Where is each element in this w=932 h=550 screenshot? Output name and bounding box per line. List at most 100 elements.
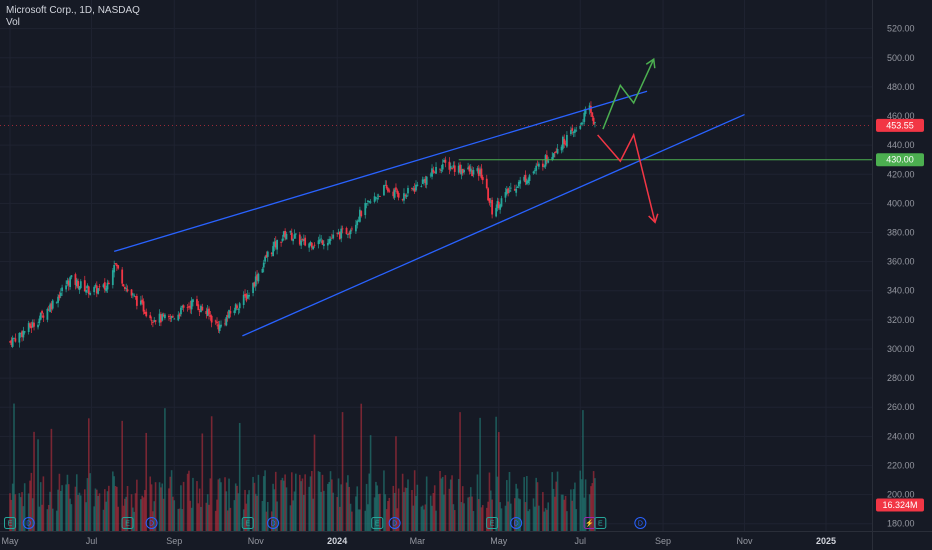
volume-bar [527, 511, 529, 531]
candle-body [254, 276, 257, 287]
volume-bar [415, 496, 417, 531]
x-tick-label: Mar [410, 536, 426, 546]
candle-body [562, 136, 564, 149]
candle-body [350, 228, 353, 230]
volume-bar [113, 476, 115, 531]
volume-bar [339, 506, 341, 531]
candle-body [252, 282, 254, 294]
candle-body [504, 192, 507, 198]
candle-body [403, 193, 405, 201]
volume-bar [508, 472, 511, 531]
candle-body [572, 131, 575, 134]
candle-body [130, 289, 133, 296]
volume-bar [201, 433, 204, 531]
y-tick-label: 260.00 [887, 402, 915, 412]
candle-body [301, 239, 304, 240]
volume-label[interactable]: Vol [6, 17, 20, 28]
volume-bars [9, 403, 596, 531]
volume-bar [392, 485, 395, 531]
y-tick-label: 200.00 [887, 490, 915, 500]
volume-bar [140, 499, 142, 531]
volume-bar [385, 509, 388, 531]
candle-body [281, 238, 284, 242]
candle-body [308, 243, 311, 248]
candle-body [375, 197, 377, 198]
candle-body [134, 296, 137, 298]
volume-bar [357, 509, 360, 531]
volume-bar [506, 480, 508, 531]
volume-bar [590, 486, 592, 531]
volume-bar [136, 479, 138, 531]
candle-body [153, 320, 156, 322]
volume-bar [198, 488, 201, 531]
volume-bar [160, 487, 162, 531]
volume-bar [387, 500, 389, 531]
bullish-path-line [602, 58, 655, 130]
volume-bar [413, 470, 416, 531]
candle-body [133, 295, 136, 297]
bearish-path-line [597, 132, 656, 223]
volume-bar [37, 439, 39, 531]
candle-body [246, 294, 249, 299]
candle-body [396, 190, 399, 194]
candle-body [525, 180, 528, 185]
candle-body [452, 165, 455, 168]
candle-body [367, 200, 369, 202]
candle-body [393, 189, 396, 198]
candle-body [476, 168, 479, 172]
volume-bar [161, 483, 164, 531]
candle-body [349, 230, 352, 235]
volume-bar [441, 476, 444, 531]
candle-body [208, 308, 210, 315]
volume-bar [571, 500, 574, 531]
volume-bar [435, 510, 437, 531]
candle-body [415, 184, 417, 191]
candle-body [103, 282, 106, 290]
volume-bar [257, 474, 260, 531]
volume-bar [528, 509, 531, 531]
volume-bar [21, 492, 23, 531]
candle-body [541, 163, 544, 167]
candle-body [13, 338, 15, 339]
candle-body [31, 322, 34, 328]
volume-bar [500, 508, 503, 531]
candle-body [448, 161, 451, 170]
symbol-title[interactable]: Microsoft Corp., 1D, NASDAQ [6, 5, 140, 16]
x-tick-label: Nov [248, 536, 265, 546]
candle-body [413, 188, 416, 192]
volume-bar [524, 502, 527, 531]
volume-bar [290, 472, 293, 531]
volume-bar [254, 493, 257, 531]
candle-body [293, 234, 296, 239]
candle-body [217, 324, 220, 330]
candle-body [591, 112, 594, 117]
candle-body [338, 231, 341, 240]
volume-bar [476, 474, 479, 531]
candle-body [579, 125, 582, 129]
candle-body [584, 109, 587, 114]
event-marker [594, 517, 607, 529]
candle-body [141, 299, 144, 303]
candle-body [205, 310, 208, 315]
candle-body [33, 322, 35, 327]
candle-body [29, 323, 31, 328]
event-marker-label: D [514, 521, 519, 528]
candle-body [70, 275, 73, 278]
volume-bar [584, 479, 587, 531]
candle-body [198, 311, 201, 312]
candle-body [298, 234, 301, 245]
volume-bar [273, 489, 276, 531]
volume-bar [303, 494, 305, 531]
candle-body [574, 129, 576, 133]
volume-bar [383, 470, 385, 531]
volume-bar [27, 493, 30, 531]
volume-bar [225, 491, 228, 531]
candle-body [270, 252, 273, 255]
candle-body [444, 159, 447, 163]
volume-bar [78, 492, 81, 531]
volume-bar [47, 504, 50, 531]
candle-body [397, 193, 400, 198]
